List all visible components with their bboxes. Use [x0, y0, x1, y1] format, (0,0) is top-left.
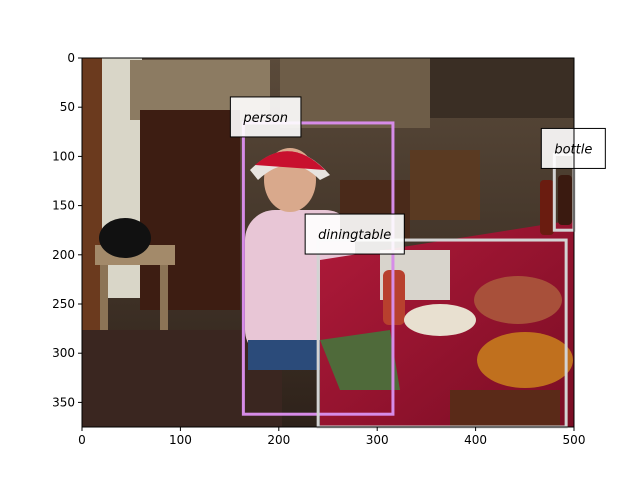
detection-label-bg [304, 213, 405, 255]
x-tick-label: 0 [78, 433, 86, 447]
y-tick-label: 250 [52, 297, 75, 311]
x-tick-label: 300 [366, 433, 389, 447]
x-tick-label: 200 [267, 433, 290, 447]
y-tick-label: 350 [52, 395, 75, 409]
x-tick-label: 100 [169, 433, 192, 447]
detection-label-bottle: bottle [540, 127, 606, 169]
detection-overlay: person diningtable bottle [229, 96, 606, 429]
detection-label-bg [229, 96, 302, 138]
x-tick-label: 500 [563, 433, 586, 447]
y-tick-label: 150 [52, 199, 75, 213]
axes-frame [81, 57, 575, 428]
y-tick-label: 50 [60, 100, 75, 114]
detection-label-text: bottle [554, 142, 592, 157]
detection-label-bg [540, 127, 606, 169]
x-axis: 0 100 200 300 400 500 [78, 427, 585, 447]
y-tick-label: 200 [52, 248, 75, 262]
y-axis: 0 50 100 150 200 250 300 350 [52, 51, 82, 409]
detection-label-person: person [229, 96, 302, 138]
y-tick-label: 100 [52, 149, 75, 163]
detection-label-text: diningtable [318, 228, 391, 243]
detection-label-diningtable: diningtable [304, 213, 405, 255]
detection-label-text: person [242, 111, 288, 126]
y-tick-label: 0 [67, 51, 75, 65]
x-tick-label: 400 [464, 433, 487, 447]
y-tick-label: 300 [52, 346, 75, 360]
photo [82, 58, 574, 427]
